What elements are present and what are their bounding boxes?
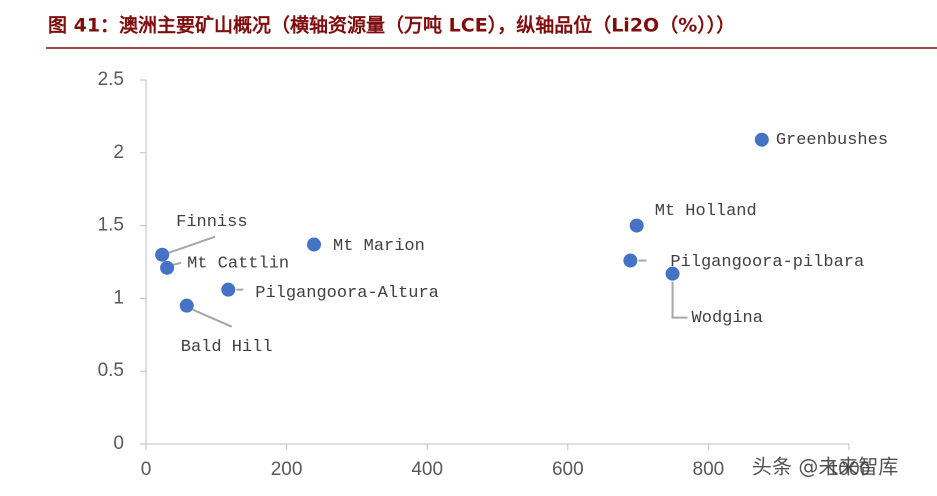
point: [629, 218, 644, 233]
x-tick-label: 400: [411, 459, 443, 480]
point-label: Mt Marion: [333, 237, 425, 256]
leader-line: [172, 261, 182, 266]
x-tick-label: 200: [271, 459, 303, 480]
x-tick-label: 1000: [828, 459, 870, 480]
leader-line: [165, 235, 216, 255]
x-tick-label: 800: [693, 459, 725, 480]
point: [221, 282, 236, 297]
point-label: Greenbushes: [776, 131, 888, 150]
chart-title: 图 41：澳洲主要矿山概况（横轴资源量（万吨 LCE），纵轴品位（Li2O（%）…: [48, 14, 735, 37]
y-tick-label: 2: [113, 142, 124, 163]
point: [155, 247, 170, 262]
point: [623, 253, 638, 268]
point: [179, 298, 194, 313]
y-tick-label: 1: [113, 287, 124, 308]
point-label: Pilgangoora-pilbara: [670, 253, 864, 272]
y-tick-label: 2.5: [98, 69, 124, 90]
watermark: 头条 @未来智库: [752, 455, 898, 479]
point-label: Bald Hill: [181, 338, 273, 357]
point: [307, 237, 322, 252]
point: [665, 266, 680, 281]
point-label: Mt Cattlin: [187, 254, 289, 273]
y-tick-label: 1.5: [98, 215, 124, 236]
point-label: Pilgangoora-Altura: [255, 284, 439, 303]
point-label: Wodgina: [692, 309, 763, 328]
leader-line: [671, 281, 688, 319]
point-label: Finniss: [176, 213, 247, 232]
x-tick-label: 0: [141, 459, 152, 480]
y-tick-label: 0.5: [98, 360, 124, 381]
x-tick-label: 600: [552, 459, 584, 480]
y-tick-label: 0: [113, 433, 124, 454]
leader-line: [192, 308, 233, 328]
point: [160, 260, 175, 275]
point: [754, 132, 769, 147]
point-label: Mt Holland: [655, 202, 757, 221]
